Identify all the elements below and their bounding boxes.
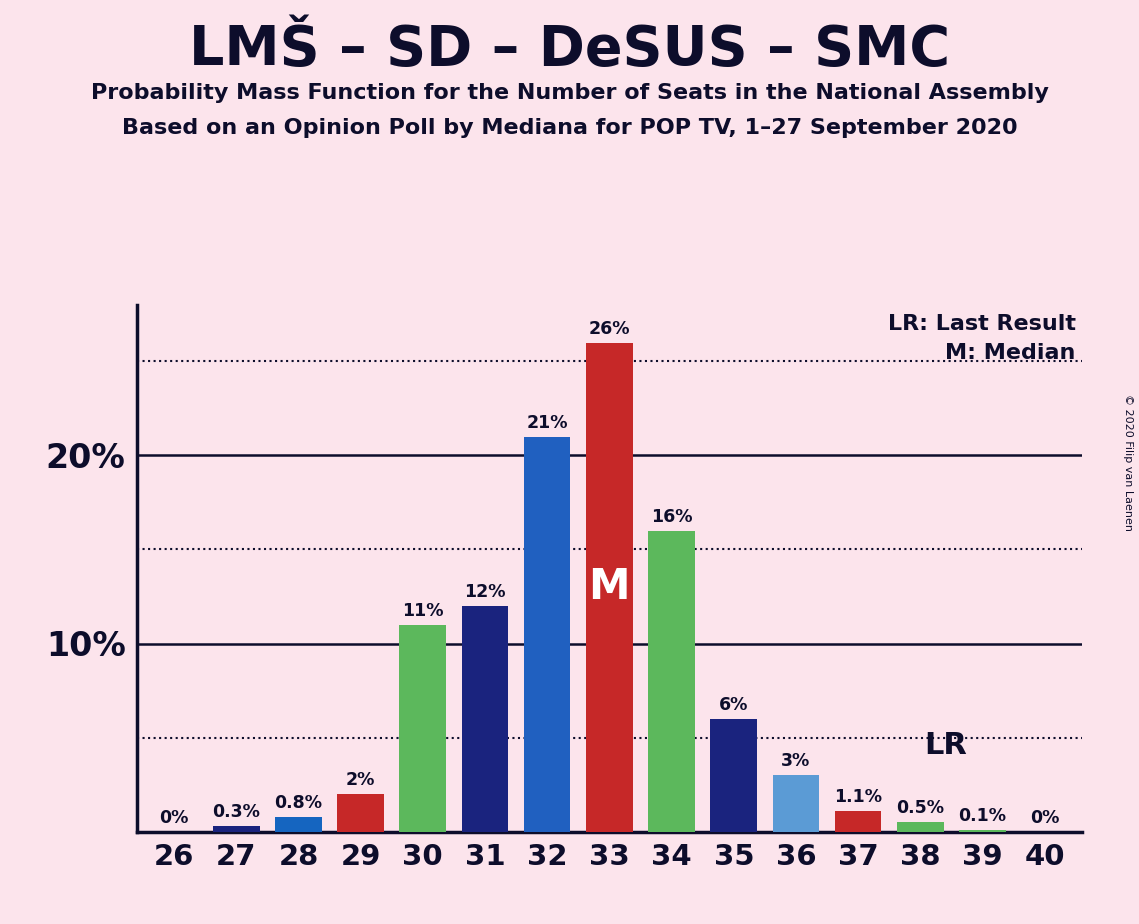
Text: 0.1%: 0.1% [959,807,1007,825]
Text: 11%: 11% [402,602,443,620]
Text: 3%: 3% [781,752,811,771]
Bar [648,530,695,832]
Bar [524,437,571,832]
Text: 26%: 26% [589,320,630,338]
Text: M: M [589,566,630,608]
Bar [274,817,321,832]
Text: 0.5%: 0.5% [896,799,944,818]
Bar [898,822,944,832]
Text: LR: Last Result: LR: Last Result [887,314,1076,334]
Text: 6%: 6% [719,696,748,714]
Text: 0%: 0% [159,808,189,827]
Text: 21%: 21% [526,414,568,432]
Text: 0.3%: 0.3% [212,803,260,821]
Bar [461,606,508,832]
Text: 1.1%: 1.1% [834,788,882,807]
Text: LR: LR [924,731,967,760]
Bar [959,830,1006,832]
Text: M: Median: M: Median [945,343,1076,362]
Bar [337,794,384,832]
Bar [213,826,260,832]
Bar [400,625,446,832]
Text: 2%: 2% [346,772,375,789]
Bar [772,775,819,832]
Bar [711,719,757,832]
Bar [835,811,882,832]
Text: 0.8%: 0.8% [274,794,322,812]
Text: © 2020 Filip van Laenen: © 2020 Filip van Laenen [1123,394,1133,530]
Text: 12%: 12% [465,583,506,602]
Text: Based on an Opinion Poll by Mediana for POP TV, 1–27 September 2020: Based on an Opinion Poll by Mediana for … [122,118,1017,139]
Text: 0%: 0% [1030,808,1059,827]
Text: 16%: 16% [650,508,693,526]
Text: LMŠ – SD – DeSUS – SMC: LMŠ – SD – DeSUS – SMC [189,23,950,77]
Text: Probability Mass Function for the Number of Seats in the National Assembly: Probability Mass Function for the Number… [91,83,1048,103]
Bar [587,343,632,832]
